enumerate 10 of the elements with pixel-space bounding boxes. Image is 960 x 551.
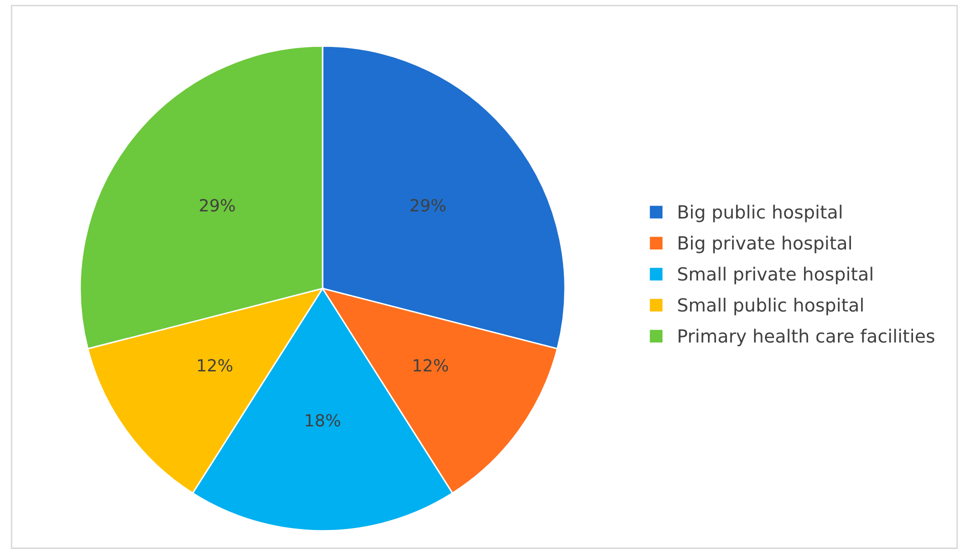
legend-label: Small private hospital — [678, 266, 872, 284]
data-label: 12% — [198, 359, 232, 372]
legend-label: Big private hospital — [678, 236, 851, 254]
legend-label: Big public hospital — [678, 204, 842, 222]
data-label: 18% — [306, 414, 340, 427]
data-label: 29% — [200, 198, 235, 212]
data-label: 29% — [410, 198, 446, 212]
legend-label: Primary health care facilities — [678, 328, 934, 346]
data-label: 12% — [414, 359, 448, 372]
legend-label: Small public hospital — [678, 298, 863, 316]
